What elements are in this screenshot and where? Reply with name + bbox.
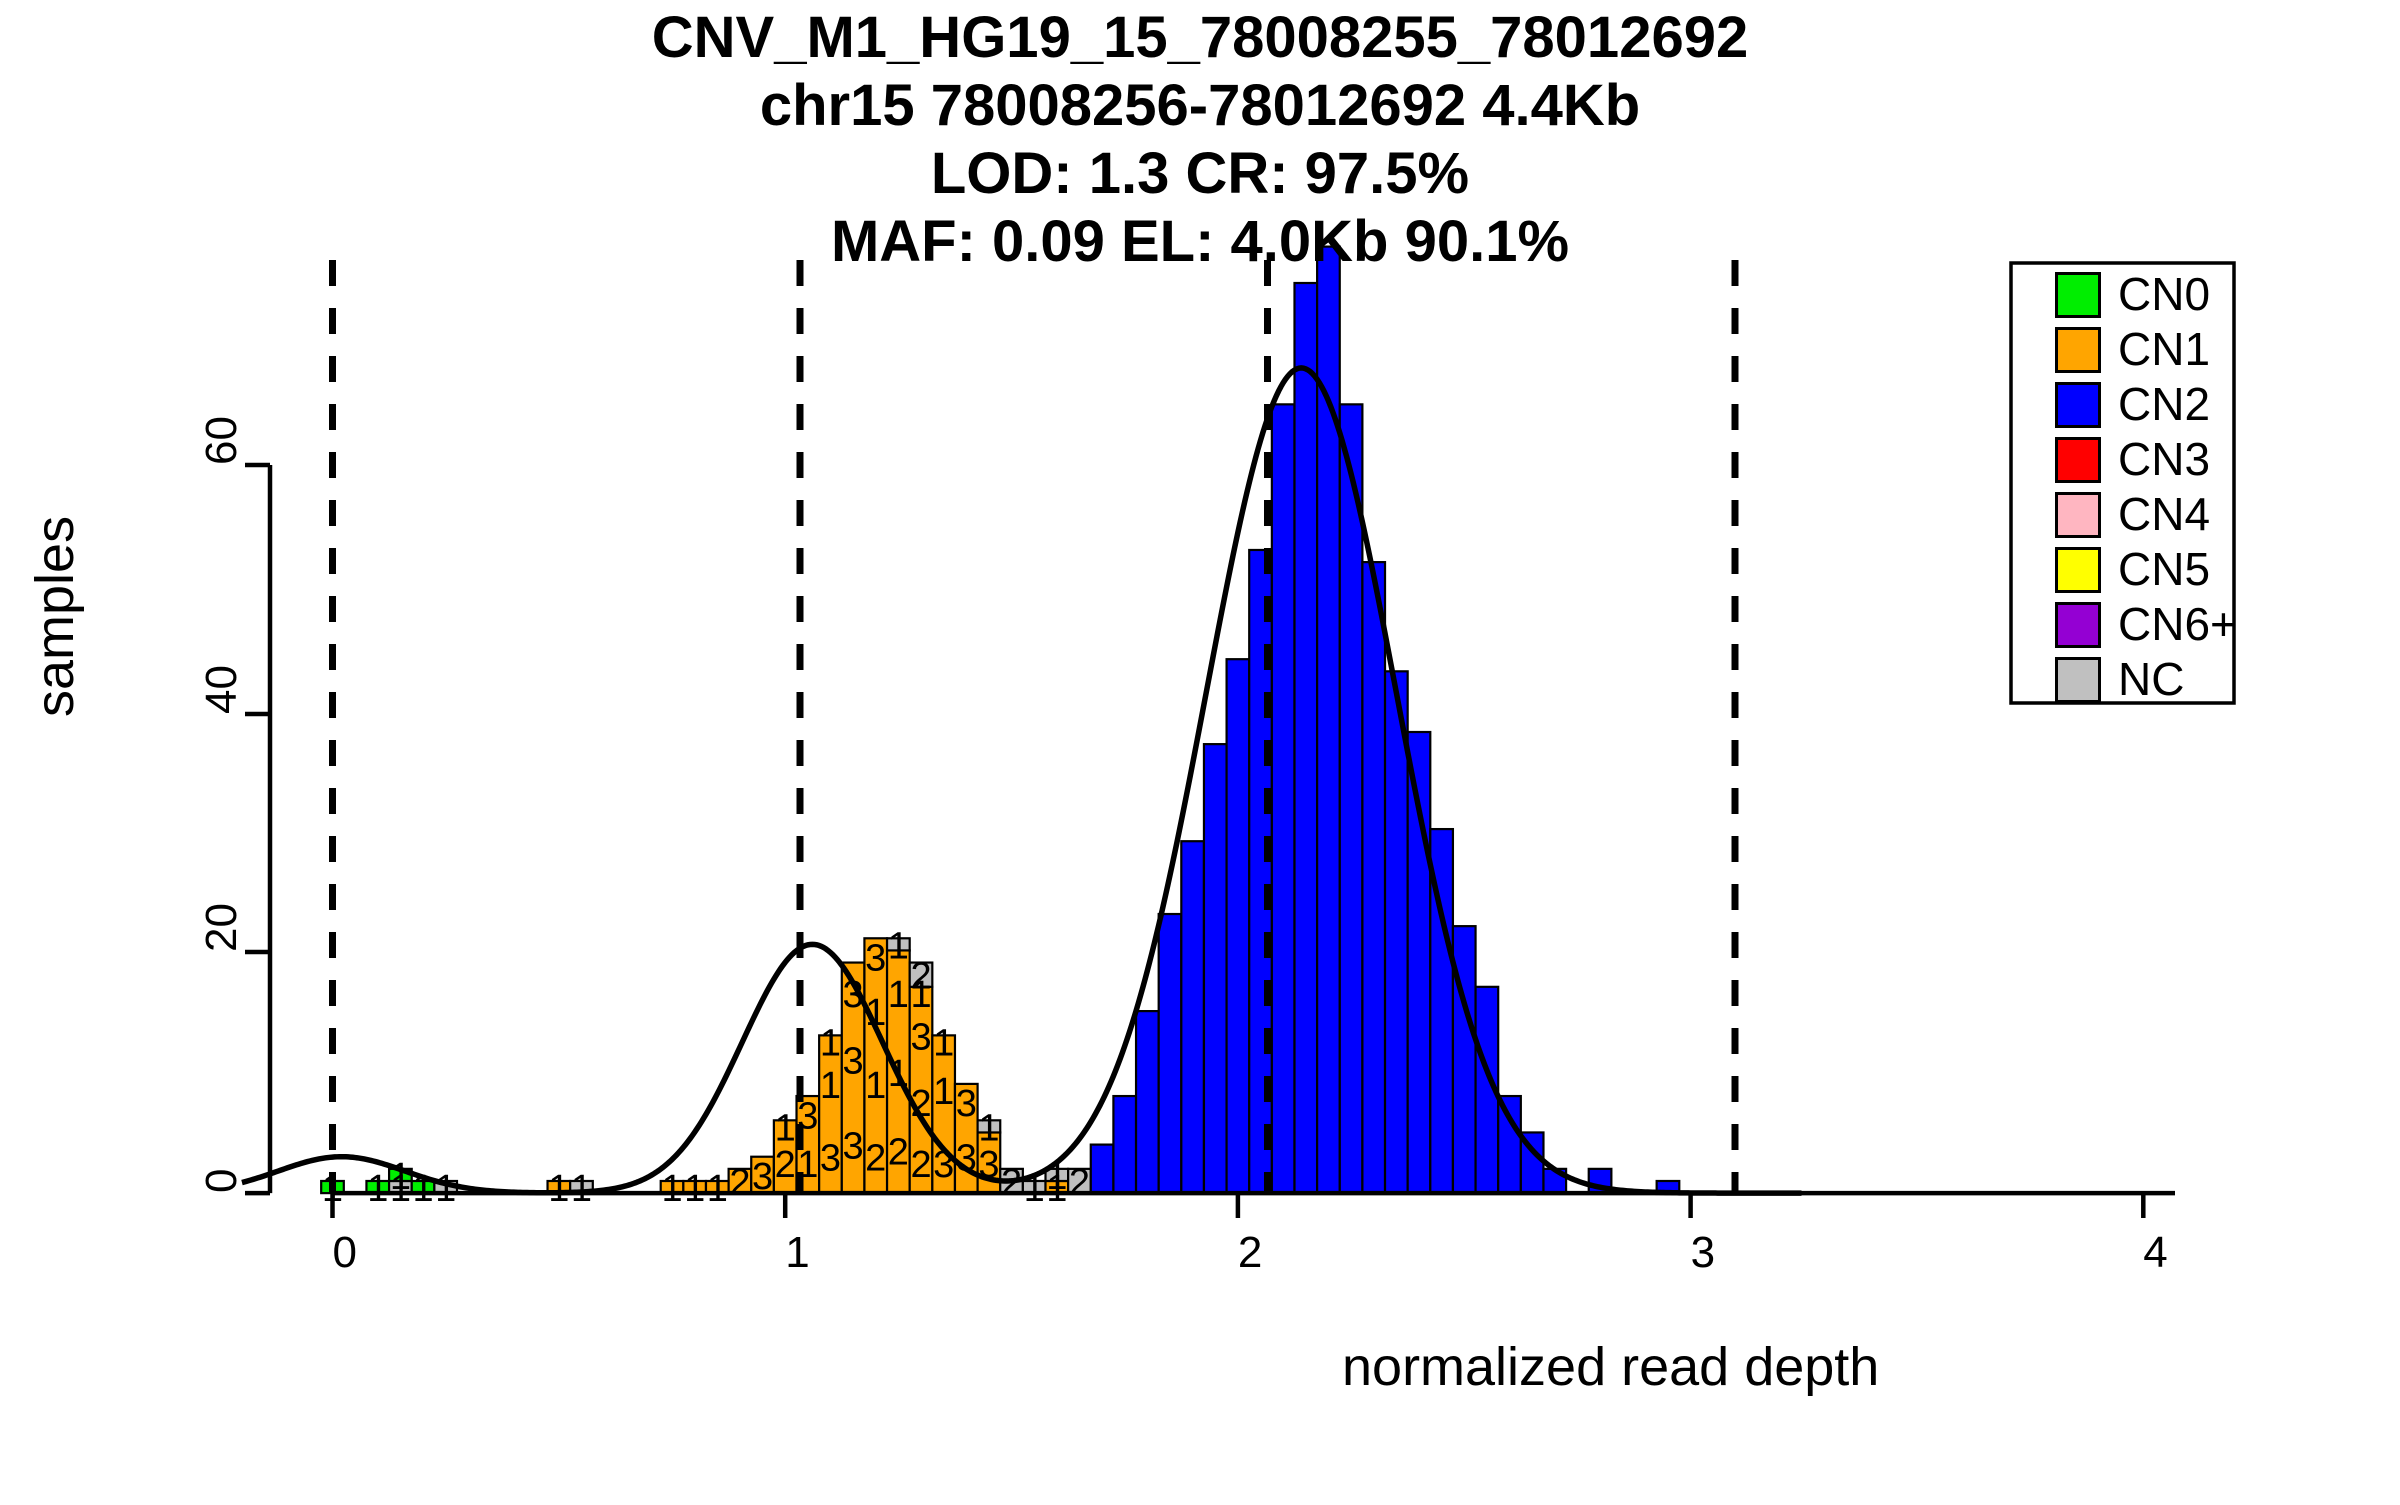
svg-text:1: 1 <box>435 1168 456 1210</box>
svg-text:1: 1 <box>367 1168 388 1210</box>
svg-text:1: 1 <box>888 974 909 1016</box>
svg-text:2: 2 <box>888 1132 909 1174</box>
svg-text:1: 1 <box>865 1065 886 1107</box>
svg-text:1: 1 <box>888 1053 909 1095</box>
svg-text:1: 1 <box>684 1168 705 1210</box>
svg-text:1: 1 <box>820 1022 841 1064</box>
svg-text:1: 1 <box>865 992 886 1034</box>
svg-text:2: 2 <box>910 1144 931 1186</box>
svg-text:1: 1 <box>933 1022 954 1064</box>
svg-text:3: 3 <box>933 1144 954 1186</box>
svg-text:1: 1 <box>888 925 909 967</box>
svg-text:1: 1 <box>1024 1168 1045 1210</box>
svg-text:1: 1 <box>412 1168 433 1210</box>
svg-text:3: 3 <box>865 937 886 979</box>
svg-text:3: 3 <box>910 1016 931 1058</box>
svg-text:3: 3 <box>843 1041 864 1083</box>
svg-text:1: 1 <box>820 1065 841 1107</box>
svg-text:3: 3 <box>978 1144 999 1186</box>
svg-text:2: 2 <box>1069 1162 1090 1204</box>
svg-text:1: 1 <box>571 1168 592 1210</box>
svg-text:1: 1 <box>707 1168 728 1210</box>
svg-text:3: 3 <box>843 974 864 1016</box>
svg-text:2: 2 <box>865 1138 886 1180</box>
svg-text:2: 2 <box>910 1083 931 1125</box>
svg-text:1: 1 <box>978 1107 999 1149</box>
svg-text:1: 1 <box>548 1168 569 1210</box>
svg-text:1: 1 <box>933 1071 954 1113</box>
svg-text:3: 3 <box>956 1083 977 1125</box>
svg-text:3: 3 <box>820 1138 841 1180</box>
svg-text:1: 1 <box>661 1168 682 1210</box>
svg-text:3: 3 <box>956 1138 977 1180</box>
svg-text:2: 2 <box>775 1144 796 1186</box>
svg-text:2: 2 <box>729 1162 750 1204</box>
svg-text:1: 1 <box>775 1107 796 1149</box>
svg-text:2: 2 <box>1001 1162 1022 1204</box>
svg-text:3: 3 <box>843 1126 864 1168</box>
svg-text:2: 2 <box>910 956 931 998</box>
